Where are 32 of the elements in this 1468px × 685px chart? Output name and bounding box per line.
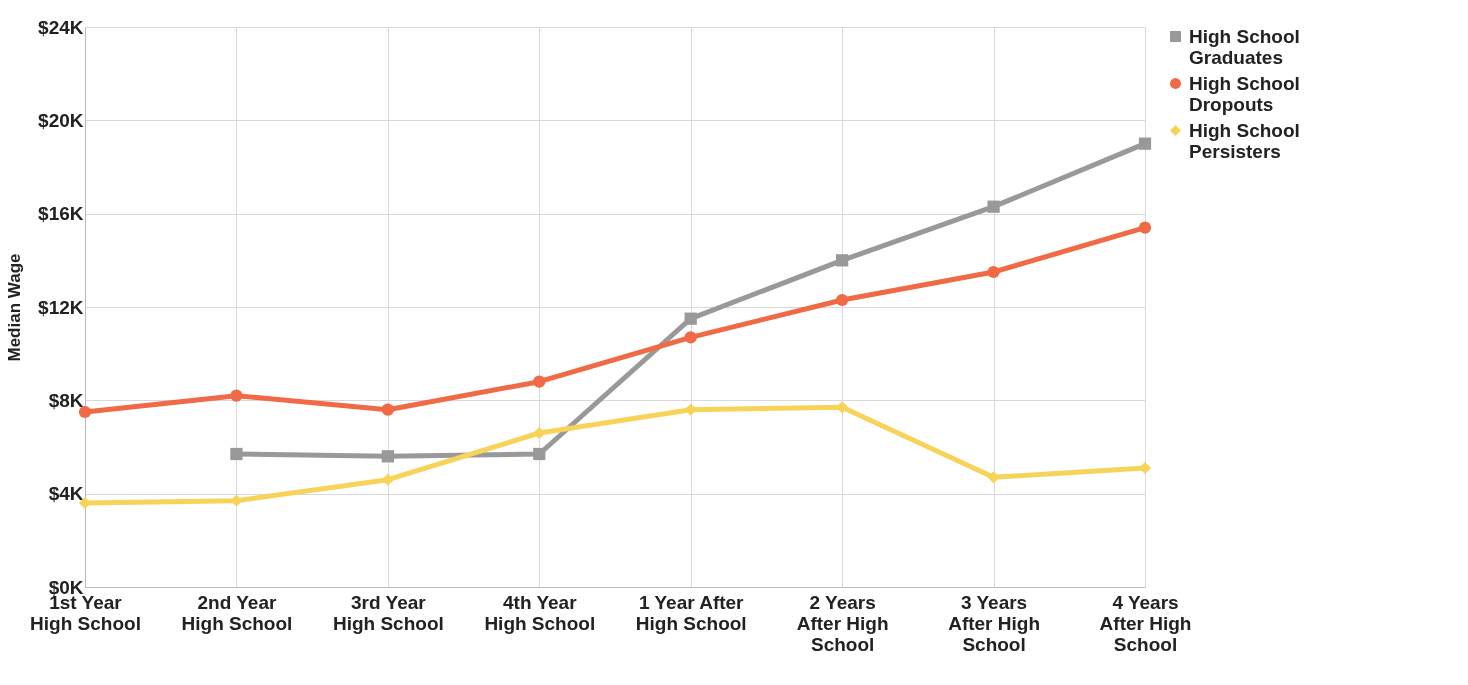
point [533,426,546,440]
point [987,200,1000,213]
point [684,312,697,325]
point [230,389,243,402]
y-tick-label: $4K [48,483,84,505]
x-tick-label: 1 Year After High School [635,591,747,634]
y-tick-label: $24K [38,16,84,38]
point [1138,221,1152,234]
x-tick-label: 4 Years After High School [1099,591,1192,655]
point [381,403,394,416]
point [684,331,697,344]
y-tick-label: $20K [38,109,84,131]
point [987,265,1000,279]
point [533,447,546,461]
x-tick-label: 3 Years After High School [948,591,1040,655]
x-tick-label: 2 Years After High School [796,591,889,655]
y-tick-label: $8K [48,389,84,411]
point [533,375,546,388]
legend-label: High School Persisters [1189,119,1300,162]
point [230,447,243,461]
y-tick-label: $12K [38,296,84,318]
legend-label: High School Graduates [1189,25,1300,68]
point [836,254,849,267]
y-axis-title: Median Wage [5,253,25,362]
x-tick-label: 4th Year High School [484,591,596,634]
y-tick-label: $16K [38,203,84,225]
point [381,450,394,463]
x-tick-label: 2nd Year High School [181,591,293,634]
legend-label: High School Dropouts [1189,72,1300,115]
point [1138,137,1152,150]
x-tick-label: 3rd Year High School [332,591,444,634]
point [836,293,849,307]
